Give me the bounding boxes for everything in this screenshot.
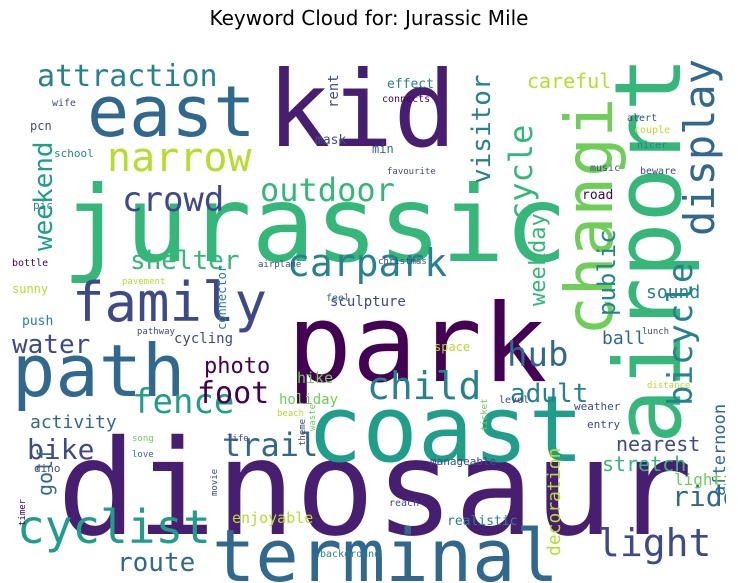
word-connector: connector — [215, 265, 229, 330]
word-music: music — [590, 163, 620, 174]
word-timer: timer — [18, 498, 28, 526]
word-cycling: cycling — [174, 331, 233, 347]
word-kid: kid — [267, 49, 457, 171]
word-road: road — [582, 188, 613, 203]
word-ride: ride — [672, 480, 726, 513]
word-entry: entry — [587, 418, 620, 431]
word-beware: beware — [640, 166, 676, 177]
word-lunch: lunch — [642, 327, 669, 337]
word-attraction: attraction — [37, 59, 218, 94]
word-nicer: nicer — [637, 140, 667, 151]
word-terminal: terminal — [212, 514, 559, 582]
word-pathway: pathway — [137, 327, 176, 337]
word-hike: hike — [297, 369, 333, 387]
word-display: display — [675, 59, 724, 236]
word-shelter: shelter — [130, 246, 240, 276]
word-sculpture: sculpture — [330, 294, 406, 310]
word-golf: golf — [33, 448, 57, 496]
word-beach: beach — [277, 409, 304, 419]
word-holiday: holiday — [279, 392, 338, 408]
word-movie: movie — [210, 469, 220, 496]
word-reach: reach — [389, 498, 419, 509]
word-trail: trail — [222, 426, 318, 464]
word-crowd: crowd — [122, 180, 224, 220]
word-level: level — [499, 395, 529, 406]
word-airplane: airplane — [258, 260, 301, 270]
word-decoration: decoration — [544, 448, 565, 556]
word-min: min — [372, 142, 394, 156]
word-lighting: lighting — [674, 470, 726, 489]
word-effect: effect — [387, 77, 434, 92]
word-pcn: pcn — [30, 119, 52, 133]
word-waste: waste — [308, 404, 318, 431]
word-cycle: cycle — [502, 125, 540, 221]
word-weather: weather — [574, 400, 621, 413]
word-stretch: stretch — [602, 452, 686, 476]
word-light: light — [597, 521, 711, 565]
word-afternoon: afternoon — [710, 404, 726, 496]
word-public: public — [593, 229, 621, 316]
word-couple: couple — [634, 125, 670, 136]
word-family: family — [72, 271, 267, 334]
word-weekend: weekend — [29, 141, 59, 251]
word-theme: theme — [298, 419, 308, 446]
word-christmas: christmas — [378, 257, 427, 267]
word-distance: distance — [647, 381, 690, 391]
word-park: park — [287, 282, 547, 407]
word-fence: fence — [132, 382, 234, 422]
word-pic: pic — [33, 199, 53, 212]
word-adult: adult — [510, 379, 588, 409]
word-jurassic: jurassic — [62, 164, 568, 286]
word-carpark: carpark — [287, 241, 447, 285]
word-life: life — [227, 434, 249, 444]
word-cyclist: cyclist — [17, 500, 211, 554]
word-changi: changi — [551, 98, 628, 336]
word-push: push — [22, 314, 53, 329]
word-weekday: weekday — [526, 213, 551, 306]
word-visitor: visitor — [467, 74, 497, 184]
word-bottle: bottle — [12, 258, 48, 269]
word-ticket: ticket — [480, 398, 490, 431]
word-narrow: narrow — [107, 135, 252, 181]
word-realistic: realistic — [447, 514, 517, 529]
word-east: east — [87, 71, 256, 153]
word-feel: feel — [326, 293, 350, 304]
word-path: path — [12, 329, 185, 413]
word-nearest: nearest — [616, 432, 700, 456]
word-space: space — [434, 340, 470, 354]
word-love: love — [132, 450, 154, 460]
word-background: background — [320, 549, 380, 560]
word-water: water — [12, 330, 90, 360]
word-hub: hub — [507, 335, 568, 375]
word-mask: mask — [315, 133, 346, 148]
word-school: school — [54, 147, 94, 160]
word-photo: photo — [204, 354, 270, 379]
word-bike: bike — [27, 433, 94, 466]
word-careful: careful — [527, 69, 611, 93]
word-activity: activity — [30, 412, 117, 433]
word-child: child — [367, 364, 481, 408]
word-pavement: pavement — [122, 277, 165, 287]
word-sound: sound — [646, 282, 700, 303]
word-song: song — [132, 434, 154, 444]
word-rent: rent — [326, 74, 342, 108]
word-route: route — [117, 548, 195, 578]
word-dinosaur: dinosaur — [57, 412, 693, 566]
word-alert: alert — [627, 113, 657, 124]
word-outdoor: outdoor — [260, 171, 395, 209]
word-ball: ball — [602, 328, 645, 349]
word-airport: airport — [595, 56, 702, 444]
word-sunny: sunny — [12, 282, 48, 296]
word-bicycle: bicycle — [661, 263, 701, 406]
word-enjoyable: enjoyable — [232, 509, 313, 527]
word-manageable: manageable — [430, 455, 496, 468]
word-foot: foot — [197, 376, 269, 411]
word-dino: dino — [34, 462, 61, 475]
word-connects: connects — [382, 94, 430, 105]
chart-title: Keyword Cloud for: Jurassic Mile — [209, 6, 529, 30]
word-coast: coast — [307, 376, 584, 483]
word-wife: wife — [52, 98, 76, 109]
word-favourite: favourite — [387, 167, 436, 177]
